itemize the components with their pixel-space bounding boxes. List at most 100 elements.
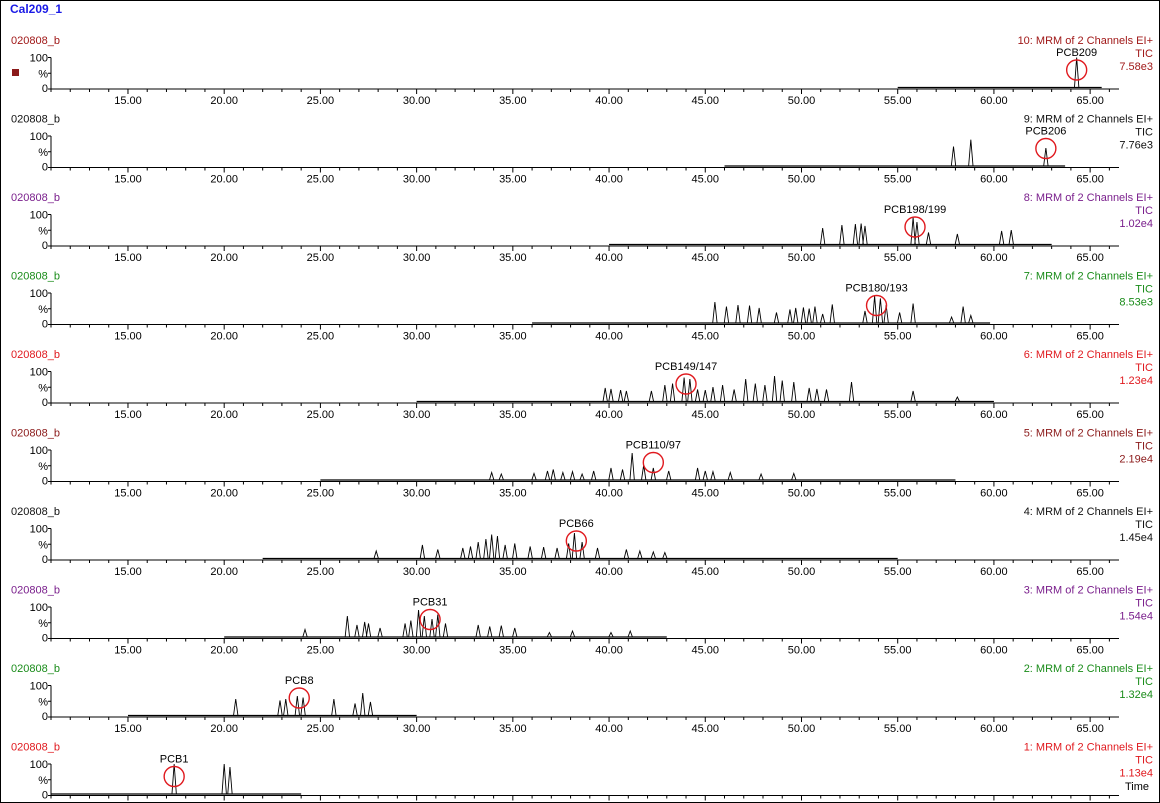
peak xyxy=(839,224,845,245)
peak xyxy=(591,470,597,481)
peak xyxy=(727,470,733,481)
x-tick-label: 30.00 xyxy=(403,802,431,803)
peak xyxy=(360,692,366,716)
y-tick-label: % xyxy=(38,147,48,159)
channel-label: 5: MRM of 2 Channels EI+ xyxy=(1024,428,1153,440)
y-tick-label: 0 xyxy=(42,633,48,645)
peak xyxy=(498,625,504,638)
peak xyxy=(746,305,753,324)
peak-circle xyxy=(642,451,665,474)
x-tick-label: 65.00 xyxy=(1076,174,1104,186)
peak xyxy=(702,390,708,402)
peak xyxy=(571,532,578,559)
x-tick-label: 40.00 xyxy=(595,331,623,343)
peak xyxy=(540,547,547,559)
peak xyxy=(460,547,466,559)
peak xyxy=(800,307,807,324)
x-tick-label: 45.00 xyxy=(692,645,720,657)
peak xyxy=(487,626,493,638)
x-tick-label: 50.00 xyxy=(788,331,816,343)
x-tick-label: 15.00 xyxy=(114,802,142,803)
peak xyxy=(756,307,762,324)
x-tick-label: 25.00 xyxy=(307,174,335,186)
sample-name: 020808_b xyxy=(11,428,60,440)
peak xyxy=(354,624,360,638)
x-tick-label: 60.00 xyxy=(980,331,1008,343)
x-tick-label: 30.00 xyxy=(403,409,431,421)
y-tick-label: % xyxy=(38,68,48,80)
peak xyxy=(617,390,624,402)
peak xyxy=(352,703,358,716)
y-tick-label: 100 xyxy=(30,681,48,693)
peak xyxy=(594,547,601,559)
peak xyxy=(823,389,830,402)
x-tick-label: 35.00 xyxy=(499,802,527,803)
peak-circle xyxy=(419,608,441,631)
sample-name: 020808_b xyxy=(11,271,60,283)
peak xyxy=(579,472,585,481)
mode-label: TIC xyxy=(1135,598,1153,610)
x-tick-label: 40.00 xyxy=(595,409,623,421)
selection-marker[interactable] xyxy=(12,69,19,76)
sample-name: 020808_b xyxy=(11,663,60,675)
x-tick-label: 65.00 xyxy=(1076,488,1104,500)
y-tick-label: % xyxy=(38,775,48,787)
peak xyxy=(787,309,793,324)
x-tick-label: 15.00 xyxy=(114,95,142,107)
peak xyxy=(544,470,551,481)
peak xyxy=(623,549,630,559)
channel-label: 6: MRM of 2 Channels EI+ xyxy=(1024,349,1153,361)
peak xyxy=(608,388,614,402)
y-tick-label: 0 xyxy=(42,83,48,95)
x-tick-label: 30.00 xyxy=(403,331,431,343)
peak xyxy=(233,698,239,716)
x-tick-label: 25.00 xyxy=(307,331,335,343)
peak xyxy=(712,301,718,324)
peak-circle xyxy=(1065,59,1088,81)
x-tick-label: 50.00 xyxy=(788,409,816,421)
peak xyxy=(502,544,508,559)
intensity-label: 2.19e4 xyxy=(1119,454,1153,466)
x-tick-label: 25.00 xyxy=(307,252,335,264)
x-tick-label: 60.00 xyxy=(980,645,1008,657)
peak xyxy=(862,310,868,324)
peak xyxy=(435,549,441,559)
x-tick-label: 45.00 xyxy=(692,331,720,343)
peak xyxy=(373,549,379,559)
x-tick-label: 20.00 xyxy=(210,174,238,186)
peak xyxy=(377,627,383,638)
y-tick-label: 0 xyxy=(42,790,48,802)
x-tick-label: 45.00 xyxy=(692,95,720,107)
mode-label: TIC xyxy=(1135,127,1153,139)
peak xyxy=(546,631,553,638)
x-tick-label: 65.00 xyxy=(1076,95,1104,107)
peak xyxy=(608,467,614,481)
x-tick-label: 50.00 xyxy=(788,95,816,107)
y-tick-label: % xyxy=(38,461,48,473)
intensity-label: 1.23e4 xyxy=(1119,375,1153,387)
peak xyxy=(648,390,655,402)
y-tick-label: 0 xyxy=(42,554,48,566)
peak xyxy=(650,550,656,559)
x-tick-label: 55.00 xyxy=(884,802,912,803)
x-tick-label: 25.00 xyxy=(307,95,335,107)
peak xyxy=(467,546,474,559)
peak xyxy=(858,223,864,245)
peak xyxy=(791,381,797,402)
intensity-label: 8.53e3 xyxy=(1119,297,1153,309)
y-tick-label: 100 xyxy=(30,131,48,143)
peak xyxy=(1043,147,1049,167)
x-tick-label: 45.00 xyxy=(692,488,720,500)
x-tick-label: 45.00 xyxy=(692,409,720,421)
channel-label: 9: MRM of 2 Channels EI+ xyxy=(1024,114,1153,126)
peak-circle xyxy=(288,687,310,709)
peak xyxy=(762,384,768,402)
peak xyxy=(579,541,585,559)
peak xyxy=(483,538,489,559)
x-tick-label: 65.00 xyxy=(1076,409,1104,421)
peak xyxy=(814,388,820,402)
x-tick-label: 60.00 xyxy=(980,488,1008,500)
peak xyxy=(791,471,797,481)
